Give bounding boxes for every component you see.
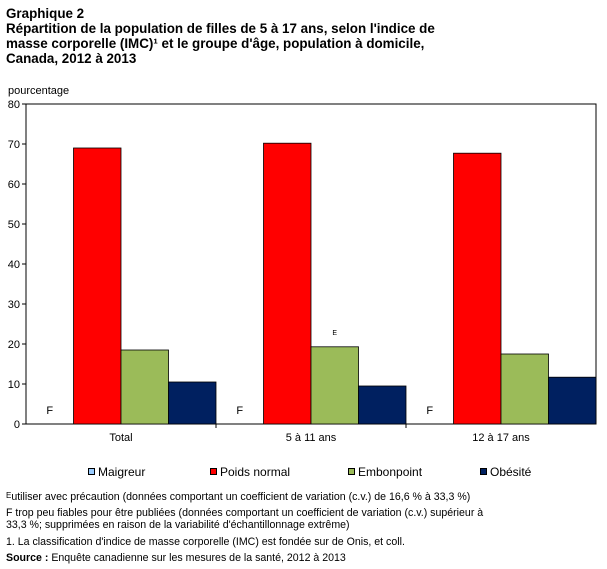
y-tick-label: 30	[8, 299, 20, 311]
bar	[500, 353, 549, 425]
legend-swatch	[210, 468, 217, 475]
note-e: Eutiliser avec précaution (données compo…	[6, 490, 604, 503]
legend-label: Obésité	[490, 465, 532, 479]
bar-quality-label: E	[332, 330, 337, 337]
bar-chart: pourcentage 0 10 20 30 40 50 60 70 80 Total 5 à 1…	[8, 85, 597, 444]
x-axis: Total 5 à 11 ans 12 à 17 ans	[109, 424, 530, 444]
bar	[453, 152, 502, 425]
suppressed-value-label: F	[426, 405, 433, 417]
title-line-3: masse corporelle (IMC)¹ et le groupe d'â…	[6, 36, 425, 51]
suppressed-value-label: F	[46, 405, 53, 417]
bar	[263, 142, 312, 425]
y-tick-label: 40	[8, 259, 20, 271]
x-tick-label: 5 à 11 ans	[286, 432, 337, 444]
y-axis-label: pourcentage	[8, 85, 69, 97]
y-tick-label: 80	[8, 99, 20, 111]
legend-label: Maigreur	[98, 465, 146, 479]
legend-swatch	[348, 468, 355, 475]
chart-notes: Eutiliser avec précaution (données compo…	[6, 490, 604, 568]
note-e-text: utiliser avec précaution (données compor…	[11, 491, 471, 503]
legend-item: Maigreur	[88, 465, 145, 479]
y-tick-label: 0	[14, 419, 20, 431]
bar	[358, 385, 407, 425]
bar	[548, 376, 597, 425]
suppressed-value-label: F	[236, 405, 243, 417]
y-tick-label: 60	[8, 179, 20, 191]
title-line-2: Répartition de la population de filles d…	[6, 21, 435, 36]
bars: F F E F	[46, 142, 597, 425]
bar	[73, 147, 122, 425]
y-tick-label: 10	[8, 379, 20, 391]
chart-title: Graphique 2 Répartition de la population…	[6, 6, 602, 66]
legend-label: Embonpoint	[358, 465, 423, 479]
title-line-1: Graphique 2	[6, 6, 85, 21]
title-line-4: Canada, 2012 à 2013	[6, 51, 137, 66]
source-label: Source :	[6, 551, 49, 564]
x-tick-label: 12 à 17 ans	[472, 432, 530, 444]
bar	[120, 349, 169, 425]
note-f-line-2: 33,3 %; supprimées en raison de la varia…	[6, 519, 350, 532]
y-tick-label: 20	[8, 339, 20, 351]
legend-item: Obésité	[480, 465, 531, 479]
legend-item: Poids normal	[210, 465, 290, 479]
y-axis: 0 10 20 30 40 50 60 70 80	[8, 99, 26, 431]
bar	[310, 346, 359, 425]
footnote-1: 1. La classification d'indice de masse c…	[6, 535, 405, 548]
source-text: Enquête canadienne sur les mesures de la…	[48, 551, 346, 564]
y-tick-label: 50	[8, 219, 20, 231]
legend: Maigreur Poids normal Embonpoint Obésité	[88, 465, 588, 481]
legend-label: Poids normal	[220, 465, 291, 479]
legend-swatch	[88, 468, 95, 475]
legend-item: Embonpoint	[348, 465, 422, 479]
x-tick-label: Total	[109, 432, 132, 444]
source-line: Source : Enquête canadienne sur les mesu…	[6, 552, 604, 564]
y-tick-label: 70	[8, 139, 20, 151]
note-e-marker: E	[6, 491, 12, 500]
note-f-line-1: F trop peu fiables pour être publiées (d…	[6, 507, 484, 520]
legend-swatch	[480, 468, 487, 475]
bar	[168, 381, 217, 425]
